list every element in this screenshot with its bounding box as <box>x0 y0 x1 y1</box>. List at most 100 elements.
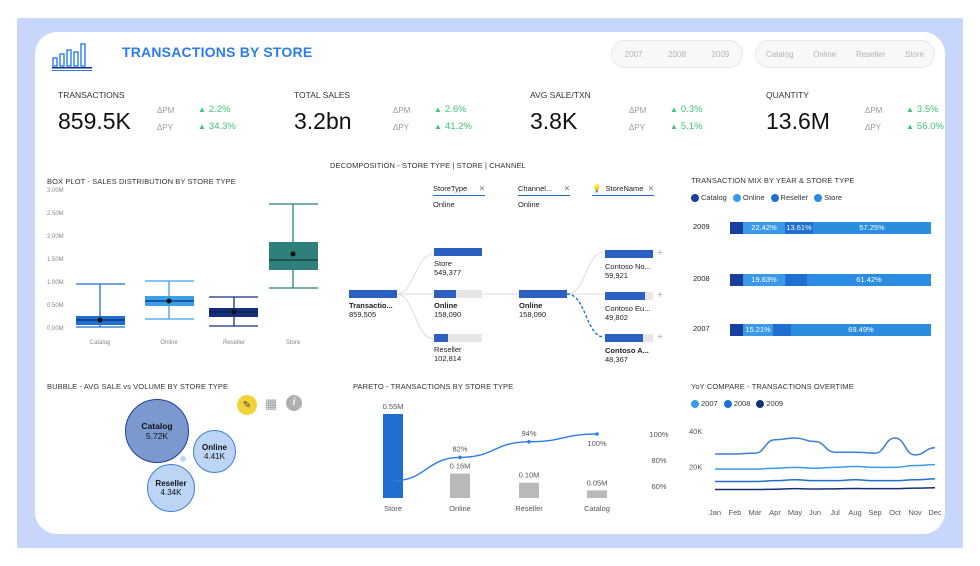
kpi-py-label: ΔPY <box>629 123 646 132</box>
bubble-small <box>180 456 186 462</box>
channel-filter-reseller[interactable]: Reseller <box>855 49 886 59</box>
pareto-cumulative-point[interactable] <box>458 455 462 460</box>
legend-label: Reseller <box>780 193 809 202</box>
mix-legend: Catalog Online Reseller Store <box>691 193 842 203</box>
decomp-node-store[interactable]: Store 549,377 <box>434 248 482 277</box>
channel-filter-catalog[interactable]: Catalog <box>765 49 794 59</box>
bubble-title: BUBBLE - AVG SALE vs VOLUME BY STORE TYP… <box>47 382 229 391</box>
bubble-catalog[interactable]: Catalog 5.72K <box>125 399 189 463</box>
y-tick-label: 2.00M <box>47 234 64 240</box>
yoy-line-2009[interactable] <box>714 487 936 491</box>
legend-item-reseller[interactable]: Reseller <box>770 193 809 203</box>
decomp-node-contoso-no[interactable]: + Contoso No... 59,921 <box>605 248 665 280</box>
x-category-label: Reseller <box>223 340 245 346</box>
decomp-header-channel[interactable]: Channel... ✕ Online <box>518 184 570 209</box>
legend-label: Online <box>742 193 765 202</box>
boxplot-chart: 3.00M 2.50M 2.00M 1.50M 1.00M 0.50M 0.00M <box>47 188 318 346</box>
decomp-header-label: StoreType <box>433 184 468 193</box>
boxplot-online[interactable] <box>145 280 194 320</box>
pareto-bar-catalog[interactable] <box>587 490 607 498</box>
legend-item-2007[interactable]: 2007 <box>691 399 718 409</box>
pareto-bar-reseller[interactable] <box>519 482 539 498</box>
legend-item-store[interactable]: Store <box>814 193 842 203</box>
decomp-node-label: Contoso No... <box>605 262 651 271</box>
edit-pencil-icon[interactable]: ✎ <box>237 395 257 415</box>
kpi-label: QUANTITY <box>766 90 809 100</box>
channel-filter: Catalog Online Reseller Store <box>755 40 935 68</box>
kpi-card-transactions: TRANSACTIONS 859.5K ΔPM ▲ 2.2% ΔPY ▲ 34.3% <box>58 90 238 140</box>
boxplot-store[interactable] <box>269 203 318 289</box>
kpi-pm-delta: ▲ 2.6% <box>434 104 467 115</box>
kpi-pm-delta: ▲ 0.3% <box>670 104 703 115</box>
info-icon[interactable]: i <box>286 395 302 411</box>
arrow-up-icon: ▲ <box>906 122 914 131</box>
mix-segment-online: 22.42% <box>743 222 785 234</box>
pareto-cumulative-line <box>392 433 598 482</box>
kpi-pm-delta: ▲ 3.5% <box>906 104 939 115</box>
kpi-pm-label: ΔPM <box>629 106 647 115</box>
x-tick-label: Oct <box>889 508 902 517</box>
bubble-reseller[interactable]: Reseller 4.34K <box>147 464 195 512</box>
year-filter-2008[interactable]: 2008 <box>668 49 686 59</box>
boxplot-reseller[interactable] <box>209 296 258 327</box>
kpi-label: TRANSACTIONS <box>58 90 125 100</box>
bubble-online[interactable]: Online 4.41K <box>193 430 236 473</box>
pareto-cumulative-point[interactable] <box>527 440 531 444</box>
arrow-up-icon: ▲ <box>198 122 206 131</box>
decomp-node-label: Store <box>434 259 452 268</box>
x-tick-label: Sep <box>868 508 881 517</box>
table-grid-icon[interactable]: ▦ <box>265 396 278 411</box>
decomp-header-value: Online <box>433 200 455 209</box>
pareto-cumulative-point[interactable] <box>595 432 599 436</box>
pareto-cumulative-label: 94% <box>521 429 536 438</box>
legend-item-2008[interactable]: 2008 <box>723 399 750 409</box>
year-filter-2007[interactable]: 2007 <box>624 49 643 59</box>
pareto-bar-store[interactable] <box>383 414 403 498</box>
legend-label: Catalog <box>701 193 727 202</box>
decomp-node-label: Contoso A... <box>605 346 649 355</box>
kpi-py-delta: ▲ 41.2% <box>434 121 472 132</box>
x-category-label: Catalog <box>90 340 111 346</box>
yoy-line-top[interactable] <box>714 437 936 456</box>
decomp-node-value: 48,367 <box>605 355 628 364</box>
x-tick-label: Apr <box>769 508 781 517</box>
legend-item-online[interactable]: Online <box>732 193 765 203</box>
expand-plus-icon[interactable]: + <box>657 290 663 301</box>
decomp-node-channel-online[interactable]: Online 158,090 <box>519 290 567 319</box>
channel-filter-store[interactable]: Store <box>905 49 925 59</box>
decomp-title: DECOMPOSITION - STORE TYPE | STORE | CHA… <box>330 161 526 170</box>
y-tick-label: 0.00M <box>47 326 64 332</box>
decomp-node-contoso-eu[interactable]: + Contoso Eu... 49,802 <box>605 290 665 322</box>
expand-plus-icon[interactable]: + <box>657 248 663 259</box>
decomp-header-storename[interactable]: 💡 StoreName ✕ <box>592 184 654 196</box>
close-icon[interactable]: ✕ <box>647 184 654 193</box>
pareto-chart: 0.55M Store 0.16M Online 0.10M Reseller 0.05M C… <box>383 402 669 513</box>
decomp-node-contoso-a[interactable]: + Contoso A... 48,367 <box>605 332 665 364</box>
decomp-header-storetype[interactable]: StoreType ✕ Online <box>433 184 485 209</box>
yoy-line-2008[interactable] <box>714 478 936 483</box>
kpi-py-label: ΔPY <box>865 123 882 132</box>
kpi-label: AVG SALE/TXN <box>530 90 591 100</box>
decomp-node-root[interactable]: Transactio... 859,505 <box>349 290 397 319</box>
yoy-line-2007[interactable] <box>714 463 936 470</box>
pareto-bar-online[interactable] <box>450 473 470 498</box>
legend-label: Store <box>824 193 842 202</box>
decomp-node-value: 49,802 <box>605 313 628 322</box>
kpi-pm-label: ΔPM <box>393 106 411 115</box>
x-tick-label: Feb <box>729 508 742 517</box>
year-filter-2009[interactable]: 2009 <box>711 49 730 59</box>
decomp-node-label: Online <box>519 301 543 310</box>
channel-filter-online[interactable]: Online <box>813 49 837 59</box>
kpi-card-avg-sale-txn: AVG SALE/TXN 3.8K ΔPM ▲ 0.3% ΔPY ▲ 5.1% <box>530 90 710 140</box>
x-category-label: Store <box>286 340 301 346</box>
close-icon[interactable]: ✕ <box>478 184 485 193</box>
boxplot-catalog[interactable] <box>76 283 125 328</box>
close-icon[interactable]: ✕ <box>563 184 570 193</box>
decomp-node-online[interactable]: Online 158,090 <box>434 290 482 319</box>
legend-item-catalog[interactable]: Catalog <box>691 193 727 203</box>
mix-year-label: 2007 <box>693 324 710 333</box>
expand-plus-icon[interactable]: + <box>657 332 663 343</box>
x-tick-label: Nov <box>908 508 922 517</box>
decomp-node-reseller[interactable]: Reseller 102,814 <box>434 334 482 363</box>
legend-item-2009[interactable]: 2009 <box>756 399 783 409</box>
